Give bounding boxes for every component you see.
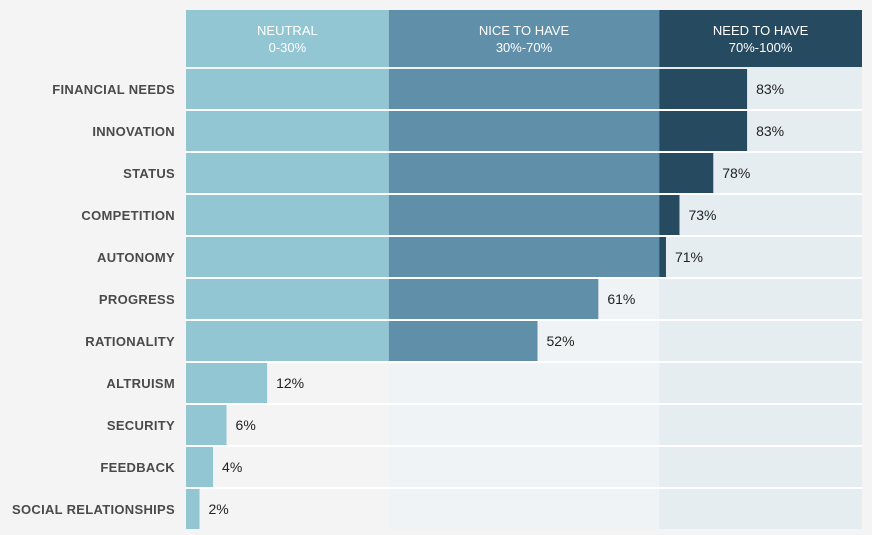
value-label: 83%	[756, 81, 784, 97]
category-label: PROGRESS	[99, 292, 175, 307]
bar-segment	[659, 69, 748, 109]
bar-segment	[388, 195, 660, 235]
bar-segment	[186, 363, 268, 403]
value-label: 6%	[236, 417, 256, 433]
value-label: 4%	[222, 459, 242, 475]
category-label: INNOVATION	[92, 124, 175, 139]
bar-segment	[659, 195, 680, 235]
bar-segment	[186, 447, 214, 487]
value-label: 12%	[276, 375, 304, 391]
bar-segment	[388, 153, 660, 193]
category-label: FEEDBACK	[100, 460, 175, 475]
band-header-label: NEUTRAL	[257, 23, 318, 38]
category-label: FINANCIAL NEEDS	[52, 82, 175, 97]
band-header-range: 30%-70%	[496, 40, 553, 55]
band-header-range: 0-30%	[269, 40, 307, 55]
bar-segment	[186, 237, 389, 277]
category-label: ALTRUISM	[106, 376, 175, 391]
value-label: 78%	[722, 165, 750, 181]
value-label: 71%	[675, 249, 703, 265]
category-label: SECURITY	[107, 418, 175, 433]
bar-segment	[659, 237, 666, 277]
bar-segment	[186, 321, 389, 361]
bar-segment	[186, 489, 200, 529]
bar-segment	[388, 321, 538, 361]
band-header-2	[659, 10, 862, 67]
bar-segment	[186, 153, 389, 193]
bar-segment	[186, 111, 389, 151]
bar-segment	[186, 195, 389, 235]
bar-segment	[388, 69, 660, 109]
bar-segment	[659, 153, 714, 193]
category-label: AUTONOMY	[97, 250, 175, 265]
band-header-0	[186, 10, 389, 67]
bar-segment	[388, 111, 660, 151]
bar-segment	[659, 111, 748, 151]
band-header-label: NICE TO HAVE	[479, 23, 570, 38]
value-label: 61%	[607, 291, 635, 307]
bar-segment	[186, 279, 389, 319]
band-header-label: NEED TO HAVE	[713, 23, 809, 38]
bar-segment	[186, 69, 389, 109]
bar-segment	[388, 279, 599, 319]
bar-segment	[186, 405, 227, 445]
value-label: 83%	[756, 123, 784, 139]
category-label: RATIONALITY	[85, 334, 175, 349]
category-label: COMPETITION	[81, 208, 175, 223]
value-label: 73%	[688, 207, 716, 223]
category-label: SOCIAL RELATIONSHIPS	[12, 502, 175, 517]
value-label: 2%	[209, 501, 229, 517]
bar-segment	[388, 237, 660, 277]
category-label: STATUS	[123, 166, 175, 181]
band-header-range: 70%-100%	[729, 40, 793, 55]
value-label: 52%	[547, 333, 575, 349]
band-header-1	[388, 10, 660, 67]
